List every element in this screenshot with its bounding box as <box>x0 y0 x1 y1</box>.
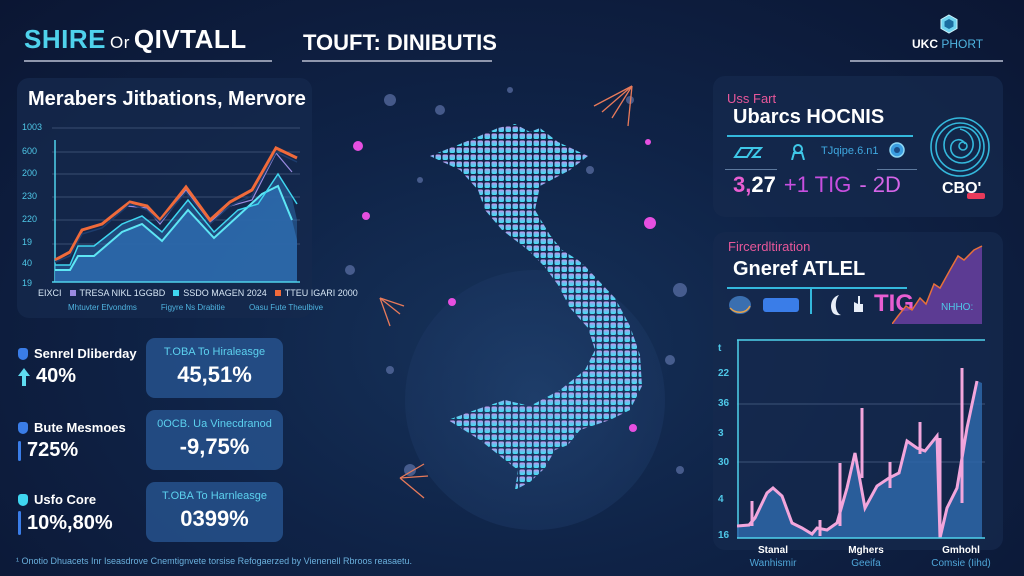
title-part-3: QIVTALL <box>133 24 247 54</box>
atlel-line-chart[interactable] <box>737 338 987 540</box>
flag-icon[interactable] <box>763 298 799 312</box>
vertical-divider <box>810 288 812 314</box>
brand-word-1: UKC <box>912 37 938 51</box>
metric-value: 27 <box>751 172 776 197</box>
shield-icon <box>18 493 28 506</box>
hexagon-logo-icon <box>940 14 958 34</box>
bar-indicator-icon <box>18 511 21 535</box>
mini-chart-label: NHHO: <box>941 302 974 313</box>
bar-indicator-icon <box>18 440 21 461</box>
y-tick: 220 <box>22 214 38 224</box>
mini-trend-chart[interactable] <box>892 244 986 324</box>
app-title: SHIRE Or QIVTALL <box>24 24 247 55</box>
y-tick: 3 <box>718 428 724 439</box>
users-panel <box>713 76 1003 217</box>
y-tick: 16 <box>718 530 730 541</box>
stat-card-value: 45,51% <box>177 362 252 387</box>
y-tick: t <box>718 343 722 354</box>
chart-legend-sub: Mhtuvter Efvondms Figyre Ns Drabitie Oas… <box>68 303 323 312</box>
stat-card-value: -9,75% <box>179 434 250 459</box>
hand-icon[interactable] <box>851 294 865 314</box>
users-metrics: 3,27 +1 TIG - 2D <box>733 172 901 198</box>
title-underline <box>24 60 272 62</box>
stat-card-title: 0OCB. Ua Vinecdranod <box>157 418 272 430</box>
x-axis-label: Stanal Wanhismir <box>749 545 797 569</box>
stat-item: Bute Mesmoes 725% <box>18 420 146 462</box>
stat-value: 40% <box>36 365 77 387</box>
title-part-2: Or <box>109 33 130 52</box>
stat-label: Senrel Dliberday <box>34 346 137 361</box>
stat-card[interactable]: 0OCB. Ua Vinecdranod -9,75% <box>146 410 283 470</box>
title-part-1: SHIRE <box>24 24 106 54</box>
car-icon[interactable] <box>733 144 763 160</box>
globe-icon[interactable] <box>888 141 906 159</box>
stat-value: 10%,80% <box>27 511 113 534</box>
stat-item: Senrel Dliberday 40% <box>18 346 146 388</box>
earth-icon[interactable] <box>728 294 752 316</box>
members-chart-title: Merabers Jitbations, Mervore <box>28 88 306 110</box>
metric-prefix: 3, <box>733 172 752 197</box>
y-tick: 19 <box>22 278 33 288</box>
brand-name[interactable]: UKC PHORT <box>912 37 983 51</box>
stat-card[interactable]: T.OBA To Hiraleasge 45,51% <box>146 338 283 398</box>
metric-delta: - 2D <box>859 172 901 197</box>
brand-word-2: PHORT <box>941 37 984 51</box>
y-tick: 30 <box>718 457 730 468</box>
metric-change: +1 TIG <box>783 172 852 197</box>
stat-value: 725% <box>27 439 79 461</box>
divider <box>877 169 917 170</box>
legend-sub-item: Figyre Ns Drabitie <box>160 303 225 312</box>
divider <box>727 135 913 137</box>
moon-icon[interactable] <box>825 293 843 317</box>
dot-map-illustration[interactable] <box>330 70 710 550</box>
y-tick: 36 <box>718 398 730 409</box>
divider <box>727 287 907 289</box>
y-tick: 230 <box>22 191 38 201</box>
legend-item: TRESA NIKL 1GGBD <box>69 288 165 298</box>
stat-card-value: 0399% <box>180 506 249 531</box>
spiral-logo-icon[interactable] <box>929 116 991 178</box>
badge-text: CBO' <box>942 180 982 197</box>
stat-item: Usfo Core 10%,80% <box>18 492 146 535</box>
brand-underline <box>850 60 1003 62</box>
atlel-panel-label: Fircerdltiration <box>728 239 811 254</box>
stat-label: Bute Mesmoes <box>34 420 126 435</box>
divider <box>725 169 777 170</box>
stat-card-title: T.OBA To Hiraleasge <box>163 346 266 358</box>
y-tick: 40 <box>22 258 33 268</box>
y-tick: 4 <box>718 494 724 505</box>
stat-label: Usfo Core <box>34 492 97 507</box>
users-panel-title: Ubarcs HOCNIS <box>733 106 885 128</box>
atlel-panel-title: Gneref ATLEL <box>733 258 866 280</box>
footer-note: ¹ Onotio Dhuacets Inr Iseasdrove Cnemtig… <box>16 556 413 566</box>
arrow-up-icon <box>18 367 30 386</box>
users-panel-label: Uss Fart <box>727 91 777 106</box>
legend-item: SSDO MAGEN 2024 <box>173 288 267 298</box>
y-tick: 19 <box>22 237 33 247</box>
y-tick: 200 <box>22 168 38 178</box>
chart-legend: EIXCI TRESA NIKL 1GGBD SSDO MAGEN 2024 T… <box>38 288 358 298</box>
stat-card[interactable]: T.OBA To Harnleasge 0399% <box>146 482 283 542</box>
legend-item: EIXCI <box>38 288 62 298</box>
legend-item: TTEU IGARI 2000 <box>274 288 358 298</box>
legend-sub-item: Mhtuvter Efvondms <box>68 303 137 312</box>
stat-card-title: T.OBA To Harnleasge <box>162 490 267 502</box>
subtitle-underline <box>302 60 492 62</box>
badge-flag <box>967 193 985 199</box>
members-area-chart[interactable] <box>52 120 302 285</box>
x-axis-label: Mghers Geeifa <box>848 545 884 569</box>
users-icon-text: TJqipe.6.n1 <box>821 145 879 157</box>
shield-icon <box>18 347 28 360</box>
page-subtitle: TOUFT: DINIBUTIS <box>303 30 497 55</box>
y-tick: 22 <box>718 368 730 379</box>
user-icon[interactable] <box>791 144 805 160</box>
y-tick: 600 <box>22 146 38 156</box>
legend-sub-item: Oasu Fute Theulbive <box>248 303 324 312</box>
shield-icon <box>18 421 28 434</box>
x-axis-label: Gmhohl Comsie (Iihd) <box>931 545 991 569</box>
y-tick: 1003 <box>22 122 43 132</box>
